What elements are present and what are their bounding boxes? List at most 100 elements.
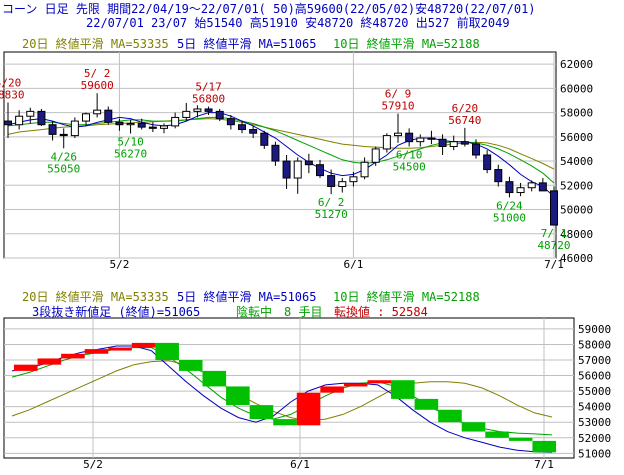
candle-body bbox=[316, 164, 324, 177]
candle-body bbox=[304, 160, 313, 166]
candle-body bbox=[48, 124, 57, 135]
top-y-tick-label: 56000 bbox=[560, 131, 593, 144]
top-y-tick-label: 50000 bbox=[560, 204, 593, 217]
legend-bottom-ma20: 20日 終値平滑 MA=53335 bbox=[22, 290, 169, 304]
legend-bottom-switch-value: 転換値 : 52584 bbox=[334, 305, 428, 319]
candle-body bbox=[260, 132, 269, 146]
candle-body bbox=[349, 176, 358, 183]
low-annotation-date: 6/10 bbox=[396, 149, 423, 162]
candle-body bbox=[115, 121, 124, 126]
low-annotation-value: 55050 bbox=[47, 162, 80, 175]
candle-body bbox=[516, 187, 525, 194]
high-annotation-value: 56800 bbox=[192, 93, 225, 106]
legend-top-ma5: 5日 終値平滑 MA=51065 bbox=[177, 37, 317, 51]
bottom-y-tick-label: 58000 bbox=[578, 338, 611, 351]
legend-top-ma20: 20日 終値平滑 MA=53335 bbox=[22, 37, 169, 51]
candle-body bbox=[483, 154, 492, 171]
top-plot-frame bbox=[3, 51, 557, 259]
low-annotation-date: 6/ 2 bbox=[318, 196, 345, 209]
candle-body bbox=[416, 137, 425, 143]
candle-body bbox=[550, 190, 558, 226]
top-y-tick-label: 54000 bbox=[560, 155, 593, 168]
candle-body bbox=[15, 115, 24, 126]
new-price-bar-up bbox=[131, 342, 156, 348]
candle-body bbox=[226, 118, 235, 126]
top-y-tick-label: 58000 bbox=[560, 107, 593, 120]
high-annotation-date: 6/ 9 bbox=[385, 88, 412, 101]
bottom-y-tick-label: 56000 bbox=[578, 370, 611, 383]
new-price-bar-down bbox=[414, 398, 439, 410]
low-annotation-value: 56270 bbox=[114, 148, 147, 161]
top-x-tick-label: 6/1 bbox=[343, 258, 363, 271]
high-annotation-date: 4/20 bbox=[0, 77, 21, 90]
candle-body bbox=[215, 110, 224, 120]
bottom-x-tick-label: 5/2 bbox=[83, 458, 103, 471]
low-annotation-value: 54500 bbox=[393, 161, 426, 174]
legend-bottom-ma5: 5日 終値平滑 MA=51065 bbox=[177, 290, 317, 304]
new-price-bar-down bbox=[273, 419, 297, 426]
candle-body bbox=[26, 110, 35, 117]
candle-body bbox=[394, 132, 402, 137]
candle-body bbox=[338, 181, 347, 188]
low-annotation-date: 5/10 bbox=[117, 136, 144, 149]
candle-body bbox=[182, 110, 191, 118]
top-y-tick-label: 62000 bbox=[560, 58, 593, 71]
candle-body bbox=[204, 108, 213, 112]
high-annotation-value: 57910 bbox=[381, 100, 414, 113]
candle-body bbox=[460, 141, 469, 145]
new-price-bar-down bbox=[178, 360, 203, 371]
new-price-bar-up bbox=[320, 386, 344, 393]
new-price-bar-down bbox=[155, 342, 179, 360]
new-price-bar-down bbox=[249, 405, 274, 420]
bottom-y-tick-label: 59000 bbox=[578, 323, 611, 336]
new-price-bar-down bbox=[485, 431, 509, 438]
bottom-ma20-line bbox=[11, 360, 553, 422]
bottom-new-price-chart: 59000 58000 57000 56000 55000 54000 53000 52000… bbox=[3, 317, 611, 471]
new-price-bar-up bbox=[14, 364, 38, 371]
bottom-plot-frame bbox=[3, 317, 575, 459]
low-annotation-value: 51000 bbox=[493, 211, 526, 224]
candle-body bbox=[137, 122, 146, 128]
candle-body bbox=[405, 132, 414, 143]
candle-body bbox=[293, 160, 302, 179]
bottom-y-tick-label: 55000 bbox=[578, 385, 611, 398]
high-annotation-date: 5/17 bbox=[195, 81, 222, 94]
candle-body bbox=[93, 109, 102, 115]
candle-body bbox=[70, 120, 79, 137]
high-annotation-value: 59600 bbox=[81, 79, 114, 92]
legend-bottom-kagi-label: 3段抜き新値足 (終値)=51065 bbox=[32, 305, 201, 319]
new-price-bar-up bbox=[343, 383, 368, 387]
top-y-tick-label: 52000 bbox=[560, 179, 593, 192]
candle-body bbox=[427, 137, 436, 140]
candle-body bbox=[104, 109, 113, 123]
high-annotation-value: 56740 bbox=[448, 114, 481, 127]
new-price-bar-down bbox=[202, 370, 227, 387]
candle-body bbox=[249, 129, 258, 134]
candle-body bbox=[59, 133, 68, 137]
new-price-bar-down bbox=[508, 437, 533, 441]
candle-body bbox=[37, 110, 46, 126]
new-price-bar-down bbox=[226, 386, 250, 406]
legend-bottom-ma10: 10日 終値平滑 MA=52188 bbox=[333, 290, 480, 304]
top-y-tick-label: 60000 bbox=[560, 82, 593, 95]
low-annotation-date: 6/24 bbox=[496, 199, 523, 212]
top-y-tick-label: 46000 bbox=[560, 252, 593, 265]
header-line-2: 22/07/01 23/07 始51540 高51910 安48720 終487… bbox=[86, 16, 510, 30]
new-price-bar-up bbox=[61, 353, 85, 359]
candle-body bbox=[527, 182, 536, 189]
bottom-x-tick-label: 7/1 bbox=[534, 458, 554, 471]
new-price-bar-down bbox=[391, 380, 415, 399]
header-line-1: コーン 日足 先限 期間22/04/19～22/07/01( 50)高59600… bbox=[2, 2, 536, 16]
new-price-bar-up bbox=[37, 358, 62, 365]
legend-bottom-step-count: 8 手目 bbox=[284, 305, 323, 319]
candle-body bbox=[271, 144, 280, 162]
candle-body bbox=[382, 135, 391, 150]
candle-body bbox=[160, 125, 168, 129]
candle-body bbox=[238, 124, 246, 131]
high-annotation-value: 58830 bbox=[0, 89, 25, 102]
bottom-y-tick-label: 51000 bbox=[578, 447, 611, 460]
high-annotation-date: 6/20 bbox=[452, 102, 479, 115]
top-y-tick-label: 48000 bbox=[560, 228, 593, 241]
new-price-bar-down bbox=[438, 409, 462, 423]
